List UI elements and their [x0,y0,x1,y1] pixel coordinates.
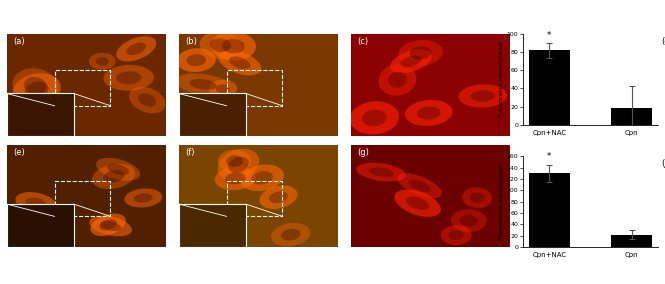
Ellipse shape [126,43,146,55]
Text: (e): (e) [13,148,25,157]
Ellipse shape [104,65,154,91]
Ellipse shape [462,187,492,208]
Ellipse shape [215,167,256,190]
Ellipse shape [209,80,237,98]
Ellipse shape [217,149,259,181]
Ellipse shape [271,223,311,247]
Ellipse shape [378,64,416,96]
Ellipse shape [251,171,273,184]
Text: (d): (d) [661,37,665,46]
Ellipse shape [449,230,464,240]
FancyBboxPatch shape [179,93,245,137]
Ellipse shape [89,216,132,236]
Ellipse shape [190,79,217,90]
Ellipse shape [394,190,441,217]
Ellipse shape [99,219,117,230]
Ellipse shape [390,49,432,73]
Ellipse shape [15,192,57,214]
Ellipse shape [458,84,507,108]
Ellipse shape [471,90,495,102]
Ellipse shape [90,214,126,236]
Y-axis label: Fluorescence intensity/pixel: Fluorescence intensity/pixel [499,164,504,240]
Ellipse shape [451,209,487,232]
Bar [611,235,652,247]
Ellipse shape [25,82,49,98]
Ellipse shape [116,71,142,84]
Ellipse shape [460,215,477,226]
Text: (g): (g) [357,148,369,157]
FancyBboxPatch shape [179,204,245,247]
Ellipse shape [469,193,485,203]
FancyBboxPatch shape [7,204,74,247]
Text: (a): (a) [13,37,25,46]
Ellipse shape [397,173,442,198]
Ellipse shape [92,164,135,189]
Ellipse shape [218,50,261,75]
Ellipse shape [210,38,231,52]
Ellipse shape [356,163,406,181]
Ellipse shape [226,155,243,167]
Ellipse shape [96,57,109,66]
Ellipse shape [26,198,47,209]
Ellipse shape [401,55,422,67]
Ellipse shape [200,32,241,59]
Ellipse shape [417,106,441,120]
Ellipse shape [281,229,301,241]
Ellipse shape [408,179,431,192]
Text: *: * [547,30,551,39]
Ellipse shape [107,164,129,175]
Ellipse shape [176,48,216,72]
Text: Uninfected cells: Uninfected cells [400,147,461,156]
Ellipse shape [176,74,231,95]
Ellipse shape [228,157,249,173]
Ellipse shape [124,189,162,208]
Ellipse shape [186,54,206,66]
Ellipse shape [100,221,121,231]
Bar [529,174,570,247]
Ellipse shape [218,150,251,173]
Bar [529,50,570,125]
Text: (f): (f) [185,148,195,157]
Ellipse shape [96,158,140,181]
Ellipse shape [240,164,284,191]
Ellipse shape [269,191,288,203]
Text: Cpn: Cpn [251,147,266,156]
Ellipse shape [405,100,453,126]
Ellipse shape [388,72,407,88]
Ellipse shape [229,57,251,69]
Text: *: * [547,152,551,161]
Text: (j): (j) [661,159,665,168]
Ellipse shape [398,40,443,66]
FancyBboxPatch shape [7,93,74,137]
Ellipse shape [13,73,61,107]
Ellipse shape [259,185,297,209]
Ellipse shape [138,93,156,107]
Ellipse shape [116,36,156,61]
Text: (c): (c) [357,37,368,46]
Y-axis label: Fluorescence intensity/pixel: Fluorescence intensity/pixel [499,41,504,118]
Ellipse shape [13,68,58,103]
Ellipse shape [222,39,245,53]
Ellipse shape [369,168,394,177]
Text: (b): (b) [185,37,197,46]
Ellipse shape [134,193,153,203]
Ellipse shape [89,53,116,70]
Ellipse shape [410,46,432,60]
Ellipse shape [362,110,387,126]
Ellipse shape [225,173,245,184]
Ellipse shape [103,170,124,183]
Ellipse shape [129,87,166,113]
Text: Cpn+NAC: Cpn+NAC [68,147,105,156]
Bar [611,108,652,125]
Ellipse shape [406,197,429,210]
Ellipse shape [350,101,399,134]
Ellipse shape [24,77,47,95]
Ellipse shape [211,32,256,60]
Ellipse shape [216,84,230,93]
Ellipse shape [441,225,471,245]
